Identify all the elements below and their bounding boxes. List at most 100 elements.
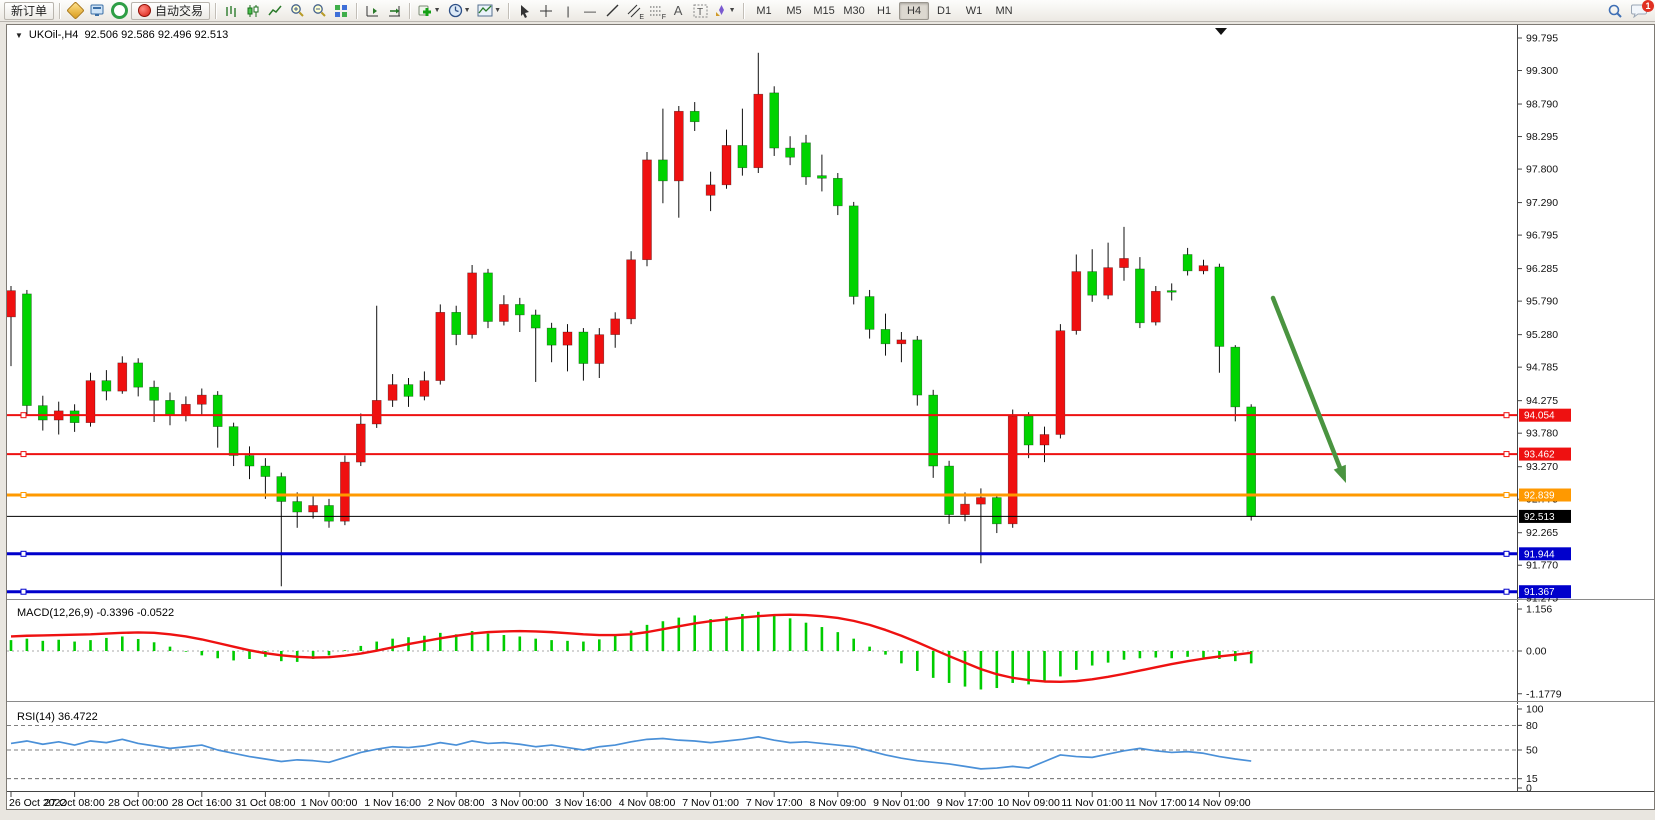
channel-tool[interactable]: E xyxy=(624,2,644,21)
chat-icon[interactable]: 1 xyxy=(1627,0,1654,20)
line-handle[interactable] xyxy=(1503,550,1510,557)
collapse-arrow-icon[interactable]: ▼ xyxy=(15,30,23,40)
candle-body xyxy=(149,386,159,401)
date-tick-label: 1 Nov 16:00 xyxy=(364,797,421,809)
text-tool[interactable]: A xyxy=(673,3,683,18)
line-handle[interactable] xyxy=(20,412,27,419)
candle-body xyxy=(1135,268,1145,324)
notification-badge: 1 xyxy=(1642,0,1654,12)
label-tool[interactable]: T xyxy=(690,2,710,20)
autotrading-button[interactable]: 自动交易 xyxy=(131,1,211,20)
candle-body xyxy=(85,380,96,423)
candle-body xyxy=(689,110,700,123)
gem-icon[interactable] xyxy=(65,1,85,20)
templates-button[interactable]: ▼ xyxy=(475,2,503,20)
date-tick-label: 9 Nov 17:00 xyxy=(937,797,994,809)
line-handle[interactable] xyxy=(20,550,27,557)
separator xyxy=(356,2,358,19)
new-order-button[interactable]: 新订单 xyxy=(4,1,55,20)
price-tag xyxy=(1519,585,1571,599)
symbol-label: UKOil-,H4 xyxy=(28,29,79,41)
search-icon[interactable] xyxy=(1605,2,1625,20)
candle-body xyxy=(117,362,128,392)
candlestick-chart-icon[interactable] xyxy=(243,2,263,20)
line-glyph xyxy=(268,5,282,15)
candle-body xyxy=(753,93,764,169)
tf-button-W1[interactable]: W1 xyxy=(965,5,983,17)
plus-glyph xyxy=(418,5,431,16)
periods-button[interactable]: ▼ xyxy=(445,2,473,20)
bar-chart-icon[interactable] xyxy=(221,2,241,20)
tiles-glyph xyxy=(335,4,348,17)
autotrading-icon xyxy=(138,4,152,17)
price-tag-label: 91.944 xyxy=(1524,549,1555,560)
candle-body xyxy=(1055,330,1066,435)
shapes-button[interactable]: ▼ xyxy=(712,2,738,20)
shift-glyph xyxy=(366,5,378,16)
cursor-icon[interactable] xyxy=(514,2,534,20)
line-chart-icon[interactable] xyxy=(265,2,285,20)
trendline-tool[interactable] xyxy=(602,2,622,20)
candle-body xyxy=(1214,266,1225,347)
horizontal-line-tool[interactable]: — xyxy=(584,3,597,18)
date-tick-label: 1 Nov 00:00 xyxy=(301,797,358,809)
add-indicator-button[interactable]: ▼ xyxy=(415,2,443,20)
shapes-glyph xyxy=(715,5,724,16)
price-tick-label: 93.270 xyxy=(1526,461,1558,473)
tf-button-H1[interactable]: H1 xyxy=(877,5,892,17)
market-watch-icon[interactable] xyxy=(87,2,107,20)
line-handle[interactable] xyxy=(20,492,27,499)
vertical-line-tool[interactable]: | xyxy=(566,3,570,18)
candle-body xyxy=(562,331,573,346)
date-tick-label: 7 Nov 01:00 xyxy=(682,797,739,809)
candle-body xyxy=(737,145,748,169)
tf-button-M30[interactable]: M30 xyxy=(843,5,865,17)
candle-body xyxy=(546,327,557,346)
chart-canvas[interactable]: 99.795 99.300 98.790 98.295 97.800 97.290 96.7… xyxy=(7,25,1654,809)
chart-shift-icon[interactable] xyxy=(362,2,382,20)
candle-body xyxy=(1103,267,1113,296)
ohlc-values: 92.506 92.586 92.496 92.513 xyxy=(84,29,229,41)
price-tick-label: 97.290 xyxy=(1526,197,1558,209)
tf-button-M1[interactable]: M1 xyxy=(756,5,772,17)
line-handle[interactable] xyxy=(1503,451,1510,458)
candle-body xyxy=(165,400,175,416)
candle-body xyxy=(610,318,621,335)
line-handle[interactable] xyxy=(1503,588,1510,595)
crosshair-glyph xyxy=(540,4,553,17)
chart-window: ▼ UKOil-,H4 92.506 92.586 92.496 92.513 … xyxy=(6,24,1655,810)
trend-arrow-line xyxy=(1270,295,1344,475)
candle-body xyxy=(1023,415,1034,446)
crosshair-icon[interactable] xyxy=(536,2,556,20)
candle-body xyxy=(1087,271,1097,296)
candle-body xyxy=(451,311,462,335)
navigator-icon[interactable] xyxy=(109,2,129,20)
candle-body xyxy=(133,362,143,388)
tf-button-D1[interactable]: D1 xyxy=(937,5,952,17)
candle-body xyxy=(260,465,271,477)
tf-button-H4[interactable]: H4 xyxy=(899,2,930,20)
tf-button-MN[interactable]: MN xyxy=(995,5,1013,17)
fibonacci-tool[interactable]: F xyxy=(646,2,666,21)
price-tick-label: 96.795 xyxy=(1526,230,1558,242)
line-handle[interactable] xyxy=(1503,492,1510,499)
line-handle[interactable] xyxy=(20,451,27,458)
tile-windows-icon[interactable] xyxy=(331,2,351,20)
price-tag xyxy=(1519,547,1571,561)
zoom-out-icon[interactable] xyxy=(309,2,329,20)
candle-body xyxy=(292,501,303,513)
rsi-tick-label: 0 xyxy=(1526,783,1532,795)
line-handle[interactable] xyxy=(1503,412,1510,419)
autotrading-label: 自动交易 xyxy=(155,4,204,18)
tf-button-M15[interactable]: M15 xyxy=(813,5,835,17)
line-handle[interactable] xyxy=(20,588,27,595)
chart-autoscroll-icon[interactable] xyxy=(384,2,404,20)
candle-body xyxy=(658,159,668,182)
date-tick-label: 14 Nov 09:00 xyxy=(1188,797,1251,809)
tf-button-M5[interactable]: M5 xyxy=(786,5,802,17)
ring-glyph xyxy=(110,2,128,19)
date-tick-label: 28 Oct 16:00 xyxy=(172,797,232,809)
price-tick-label: 97.800 xyxy=(1526,164,1558,176)
candle-body xyxy=(7,290,16,318)
zoom-in-icon[interactable] xyxy=(287,2,307,20)
